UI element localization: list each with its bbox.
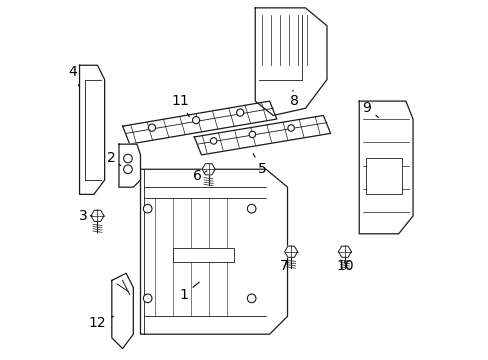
Polygon shape (80, 65, 104, 194)
Circle shape (148, 124, 155, 131)
Circle shape (123, 165, 132, 174)
Circle shape (247, 204, 255, 213)
Circle shape (123, 154, 132, 163)
Polygon shape (91, 210, 104, 221)
Text: 6: 6 (193, 170, 206, 183)
Text: 10: 10 (335, 259, 353, 273)
Polygon shape (359, 101, 412, 234)
Text: 8: 8 (290, 90, 299, 108)
Polygon shape (140, 169, 287, 334)
Bar (366, 158, 402, 194)
Text: 11: 11 (171, 94, 189, 117)
Bar (172, 248, 233, 262)
Circle shape (236, 109, 244, 116)
Circle shape (143, 294, 152, 303)
Polygon shape (119, 144, 140, 187)
Text: 12: 12 (88, 316, 113, 330)
Circle shape (247, 294, 255, 303)
Text: 7: 7 (279, 259, 288, 273)
Text: 4: 4 (68, 66, 80, 87)
Polygon shape (194, 116, 330, 155)
Circle shape (287, 125, 294, 131)
Polygon shape (122, 101, 276, 144)
Circle shape (249, 131, 255, 138)
Circle shape (143, 204, 152, 213)
Circle shape (192, 117, 199, 124)
Polygon shape (255, 8, 326, 116)
Circle shape (210, 138, 217, 144)
Polygon shape (284, 246, 297, 257)
Text: 5: 5 (253, 154, 266, 176)
Text: 3: 3 (79, 209, 92, 223)
Text: 9: 9 (361, 101, 378, 117)
Polygon shape (338, 246, 351, 257)
Polygon shape (112, 273, 133, 348)
Polygon shape (202, 164, 215, 175)
Text: 2: 2 (107, 152, 121, 166)
Text: 1: 1 (179, 282, 199, 302)
